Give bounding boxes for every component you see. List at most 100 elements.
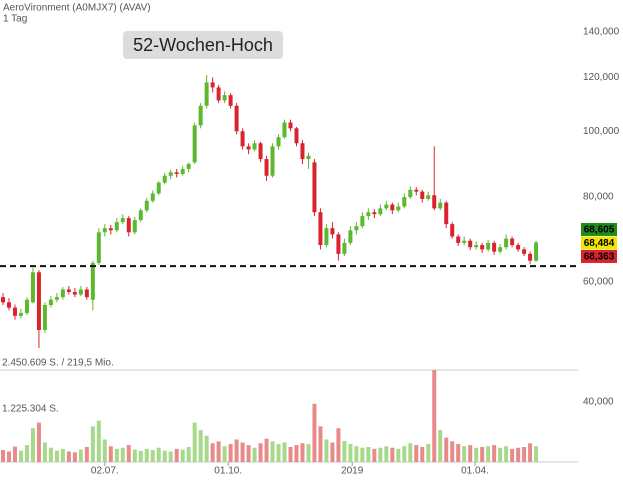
volume-bar <box>456 443 461 462</box>
volume-bar <box>120 447 125 462</box>
volume-bar <box>360 447 365 462</box>
candle-body <box>30 272 35 303</box>
volume-bar <box>162 450 167 462</box>
candle-body <box>378 208 383 215</box>
candle-body <box>366 212 371 217</box>
volume-bar <box>528 443 533 462</box>
candle-body <box>72 291 77 295</box>
candle-body <box>18 313 23 316</box>
annotation-box <box>123 31 283 59</box>
volume-bar <box>312 403 317 462</box>
candle-body <box>120 218 125 223</box>
candle-body <box>498 247 503 252</box>
volume-bar <box>270 441 275 462</box>
candle-body <box>60 289 65 298</box>
candle-body <box>24 299 29 314</box>
candle-body <box>114 222 119 231</box>
candle-body <box>480 245 485 250</box>
candle-body <box>132 220 137 233</box>
volume-bar <box>90 426 95 462</box>
volume-bar <box>186 446 191 462</box>
candle-body <box>276 137 281 147</box>
candle-body <box>156 182 161 194</box>
candle-body <box>510 238 515 246</box>
x-tick-label: 2019 <box>341 466 364 477</box>
volume-bar <box>78 449 83 462</box>
candle-body <box>234 105 239 132</box>
volume-bar <box>366 446 371 462</box>
candle-body <box>54 297 59 300</box>
candle-body <box>336 234 341 254</box>
candle-body <box>522 249 527 254</box>
volume-bar <box>390 447 395 462</box>
candle-body <box>42 304 47 330</box>
candle-body <box>342 242 347 254</box>
volume-bar <box>246 445 251 462</box>
candle-body <box>462 240 467 243</box>
candle-body <box>270 146 275 176</box>
volume-bar <box>306 443 311 462</box>
candle-body <box>300 143 305 160</box>
candle-body <box>108 228 113 231</box>
volume-bar <box>378 447 383 462</box>
candle-body <box>84 289 89 298</box>
volume-bar <box>318 426 323 462</box>
candle-body <box>210 82 215 88</box>
price-label-box <box>581 236 617 250</box>
candle-body <box>282 122 287 138</box>
y-tick-label: 80,000 <box>583 192 614 203</box>
volume-bar <box>144 448 149 462</box>
volume-bar <box>486 446 491 462</box>
candle-body <box>384 204 389 209</box>
candle-body <box>324 228 329 246</box>
x-tick-label: 02.07. <box>91 466 119 477</box>
volume-bar <box>96 420 101 462</box>
candle-body <box>240 131 245 147</box>
volume-bar <box>180 449 185 462</box>
volume-bar <box>396 448 401 462</box>
candle-body <box>126 218 131 233</box>
candle-body <box>186 163 191 169</box>
volume-bar <box>420 446 425 462</box>
volume-bar <box>480 446 485 462</box>
candle-body <box>222 95 227 101</box>
volume-bar <box>102 439 107 462</box>
volume-bar <box>426 443 431 462</box>
volume-bar <box>210 443 215 462</box>
candle-body <box>528 253 533 261</box>
candle-body <box>426 195 431 199</box>
candle-body <box>204 82 209 106</box>
volume-bar <box>132 449 137 462</box>
volume-bar <box>336 428 341 462</box>
volume-bar <box>252 447 257 462</box>
volume-bar <box>348 443 353 462</box>
candle-body <box>468 240 473 248</box>
chart-subtitle: 1 Tag <box>3 14 27 25</box>
candle-body <box>408 189 413 198</box>
candle-body <box>162 175 167 183</box>
x-tick-label: 01.10. <box>214 466 242 477</box>
volume-bar <box>174 448 179 462</box>
candle-body <box>432 195 437 209</box>
candle-body <box>354 226 359 231</box>
volume-bar <box>156 447 161 462</box>
volume-bar <box>330 442 335 462</box>
volume-bar <box>42 442 47 462</box>
volume-bar <box>18 450 23 462</box>
candle-body <box>414 189 419 192</box>
volume-bar <box>48 447 53 462</box>
candle-body <box>330 228 335 235</box>
volume-tick-label: 1.225.304 S. <box>2 404 59 415</box>
candle-body <box>168 172 173 176</box>
candle-body <box>534 242 539 261</box>
candle-body <box>246 146 251 150</box>
candle-body <box>144 200 149 211</box>
volume-bar <box>126 445 131 462</box>
volume-bar <box>222 446 227 462</box>
candle-body <box>288 122 293 129</box>
volume-bar <box>204 435 209 462</box>
candle-body <box>492 242 497 252</box>
volume-bar <box>0 449 5 462</box>
volume-bar <box>60 448 65 462</box>
volume-bar <box>84 446 89 462</box>
